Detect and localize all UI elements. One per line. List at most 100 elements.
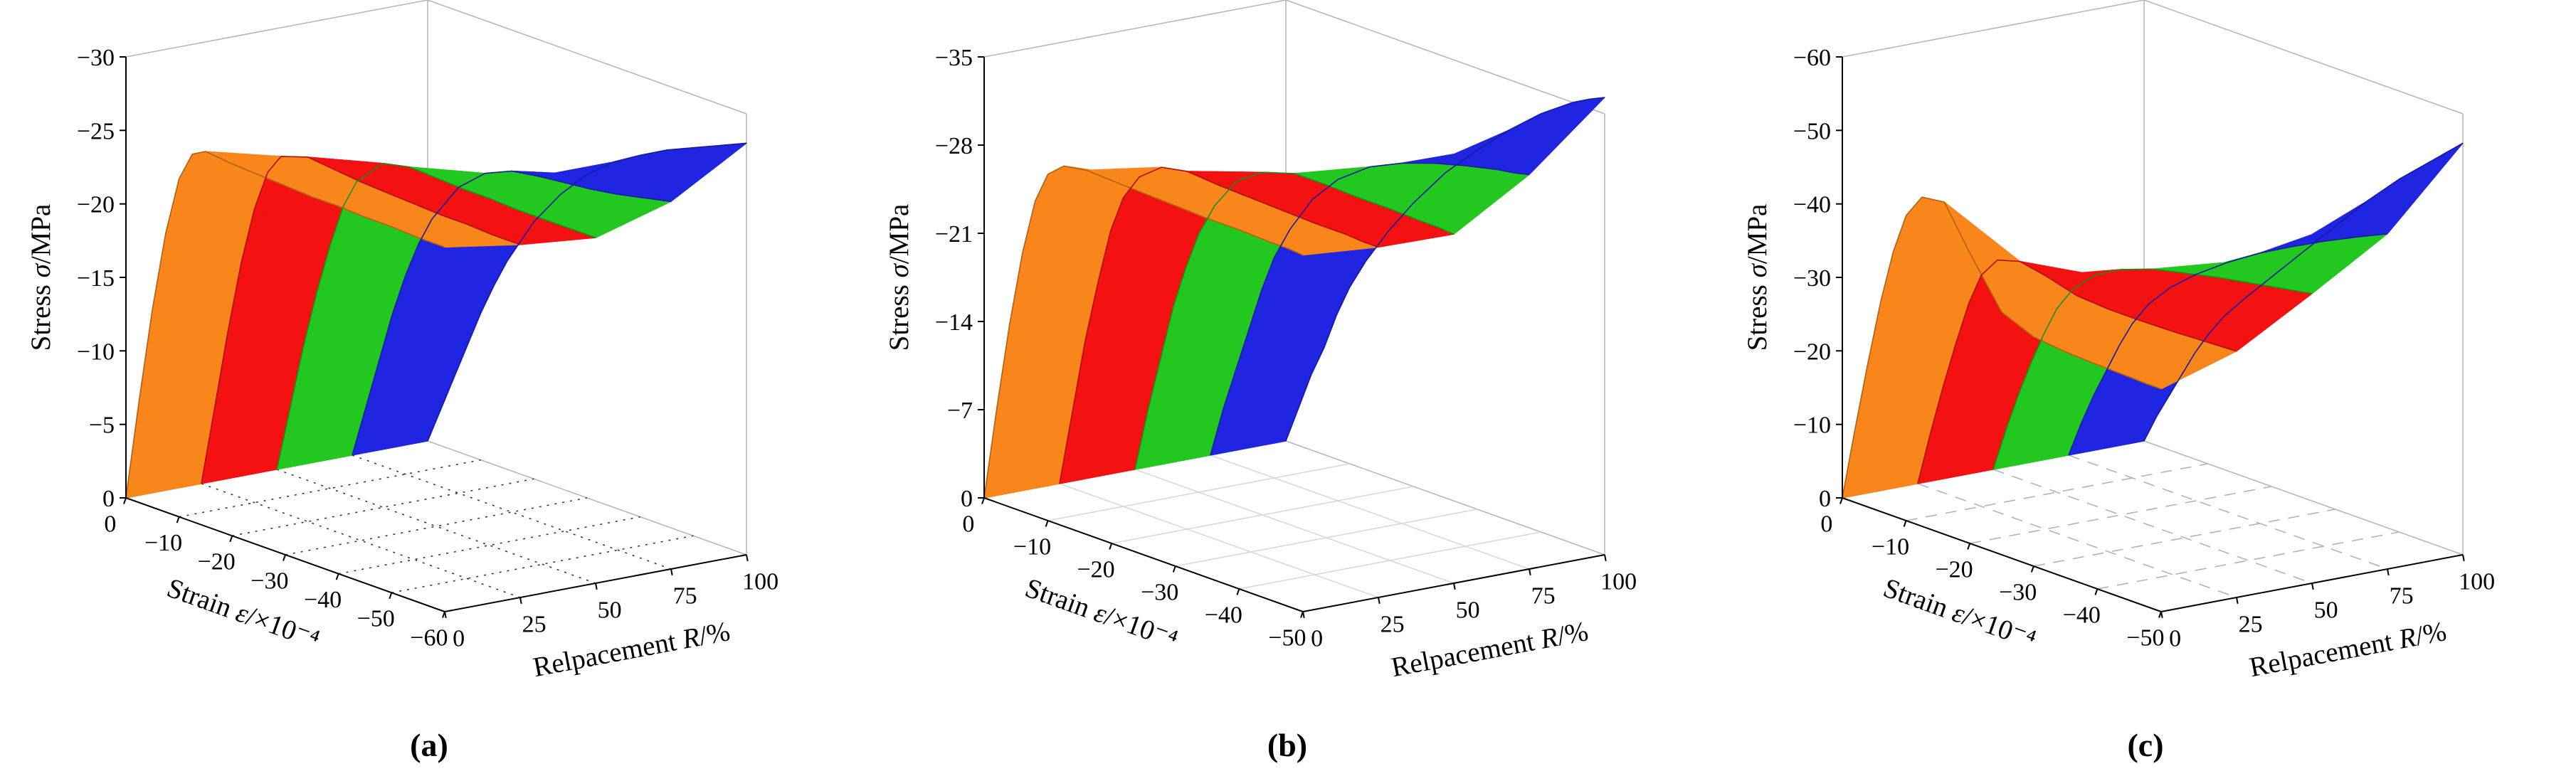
tick-labels: 0−5−10−15−20−25−300−10−20−30−40−50−60 025… <box>77 45 778 652</box>
stress-tick-label: −20 <box>77 192 115 218</box>
strain-tick-label: −20 <box>1077 556 1115 583</box>
surface-edge <box>2143 142 2464 442</box>
stress-tick-label: −30 <box>77 45 115 71</box>
surface-edge <box>2068 233 2388 456</box>
surface-edge <box>427 142 747 442</box>
panel-a: 0 −5 −10 −15 −20 −25 −30 0 −10 −20 −30 −40 −50 −60 0 25… <box>0 0 858 771</box>
surface-edges <box>983 97 1605 499</box>
stress-axis-title: Stress σ/MPa <box>26 204 56 351</box>
tick-labels: 0−7−14−21−28−350−10−20−30−40−50 025507510… <box>935 45 1637 652</box>
replacement-tick-label: 0 <box>1311 626 1323 652</box>
stress-tick-label: −21 <box>935 221 973 248</box>
surface-edge <box>1842 196 2162 499</box>
stress-tick-label: −35 <box>935 45 973 71</box>
panel-c: 0 −10 −20 −30 −40 −50 −60 0 −10 −20 −30 −40 −50 0 25 50… <box>1716 0 2575 771</box>
axes <box>120 56 749 618</box>
surface-edge <box>1134 171 1455 470</box>
replacement-tick-label: 100 <box>2459 569 2495 595</box>
surface-edges <box>1842 142 2464 499</box>
strain-axis-title: Strain ε/×10⁻⁴ <box>163 573 324 655</box>
stress-tick-label: 0 <box>1819 486 1831 512</box>
replacement-tick-label: 100 <box>742 569 778 595</box>
strain-tick-label: −50 <box>1268 624 1306 651</box>
strain-tick-label: −10 <box>1013 533 1051 560</box>
strain-tick-label: −10 <box>1872 533 1909 560</box>
stress-axis-title: Stress σ/MPa <box>884 204 914 351</box>
surface-plot-c: 0−10−20−30−40−50−600−10−20−30−40−50 02550… <box>1742 0 2495 683</box>
stress-tick-label: 0 <box>102 486 115 512</box>
strain-tick-label: −10 <box>144 530 182 556</box>
strain-tick-label: 0 <box>962 511 974 537</box>
tick-labels: 0−10−20−30−40−50−600−10−20−30−40−50 02550… <box>1793 45 2495 652</box>
panel-b: 0 −7 −14 −21 −28 −35 0 −10 −20 −30 −40 −50 0 25 50 75 10… <box>858 0 1716 771</box>
replacement-axis-title: Relpacement R/% <box>531 616 733 683</box>
surface-edge <box>1285 97 1605 442</box>
surface-plot-a: 0−5−10−15−20−25−300−10−20−30−40−50−60 025… <box>26 0 778 683</box>
strain-tick-label: −50 <box>357 606 395 632</box>
replacement-tick-label: 75 <box>673 583 697 610</box>
stress-tick-label: −30 <box>1793 265 1831 292</box>
replacement-tick-label: 75 <box>2390 583 2414 610</box>
stress-tick-label: 0 <box>961 486 973 512</box>
surface-band-2 <box>276 163 672 470</box>
strain-tick-label: −40 <box>2063 602 2101 628</box>
surface-edge <box>1992 268 2313 470</box>
stress-tick-label: −60 <box>1793 45 1831 71</box>
replacement-tick-label: 50 <box>1456 597 1480 624</box>
floor-grid <box>1047 454 1541 598</box>
strain-tick-label: 0 <box>1820 511 1832 537</box>
strain-tick-label: −60 <box>410 624 448 651</box>
surface-edge <box>125 151 445 499</box>
surface-band-0 <box>983 165 1379 499</box>
strain-tick-label: −50 <box>2126 624 2164 651</box>
surface-bands <box>1842 142 2464 499</box>
surface-bands <box>983 97 1605 499</box>
strain-tick-label: −30 <box>250 568 288 594</box>
surface-edges <box>125 142 747 499</box>
strain-tick-label: 0 <box>104 511 116 537</box>
replacement-tick-label: 25 <box>2239 612 2263 638</box>
panel-caption-b: (b) <box>1267 726 1308 763</box>
floor-grid <box>1906 454 2400 598</box>
replacement-tick-label: 75 <box>1531 583 1556 610</box>
axes <box>1836 56 2465 618</box>
replacement-axis-title: Relpacement R/% <box>1389 616 1591 683</box>
replacement-tick-label: 25 <box>522 612 547 638</box>
surface-edge <box>983 165 1304 499</box>
floor-grid <box>179 454 694 598</box>
surface-band-0 <box>1842 196 2237 499</box>
panel-caption-a: (a) <box>410 726 448 763</box>
replacement-tick-label: 0 <box>2169 626 2181 652</box>
stress-tick-label: −28 <box>935 133 973 159</box>
replacement-tick-label: 50 <box>2314 597 2338 624</box>
strain-axis <box>983 497 1304 612</box>
surface-bands <box>125 142 747 499</box>
stress-tick-label: −10 <box>77 339 115 365</box>
replacement-tick-label: 50 <box>598 597 622 624</box>
axes <box>978 56 1607 618</box>
surface-edge <box>1059 166 1379 484</box>
stress-tick-label: −15 <box>77 265 115 292</box>
stress-tick-label: −5 <box>89 413 115 439</box>
replacement-tick-label: 25 <box>1381 612 1405 638</box>
stress-tick-label: −10 <box>1793 413 1831 439</box>
strain-tick-label: −30 <box>1999 579 2037 605</box>
stress-tick-label: −50 <box>1793 118 1831 144</box>
stress-tick-label: −14 <box>935 309 973 336</box>
surface-edge <box>1917 259 2237 484</box>
strain-tick-label: −20 <box>198 549 236 575</box>
strain-axis <box>1842 497 2162 612</box>
stress-tick-label: −25 <box>77 118 115 144</box>
panel-caption-c: (c) <box>2127 726 2164 763</box>
stress-tick-label: −20 <box>1793 339 1831 365</box>
surface-edge <box>1210 162 1530 456</box>
strain-tick-label: −30 <box>1141 579 1178 605</box>
stress-tick-label: −40 <box>1793 192 1831 218</box>
replacement-tick-label: 100 <box>1600 569 1637 595</box>
replacement-tick-label: 0 <box>453 626 465 652</box>
surface-edge <box>201 156 521 484</box>
surface-band-3 <box>1210 97 1605 456</box>
surface-edge <box>352 170 672 456</box>
stress-tick-label: −7 <box>947 398 973 424</box>
